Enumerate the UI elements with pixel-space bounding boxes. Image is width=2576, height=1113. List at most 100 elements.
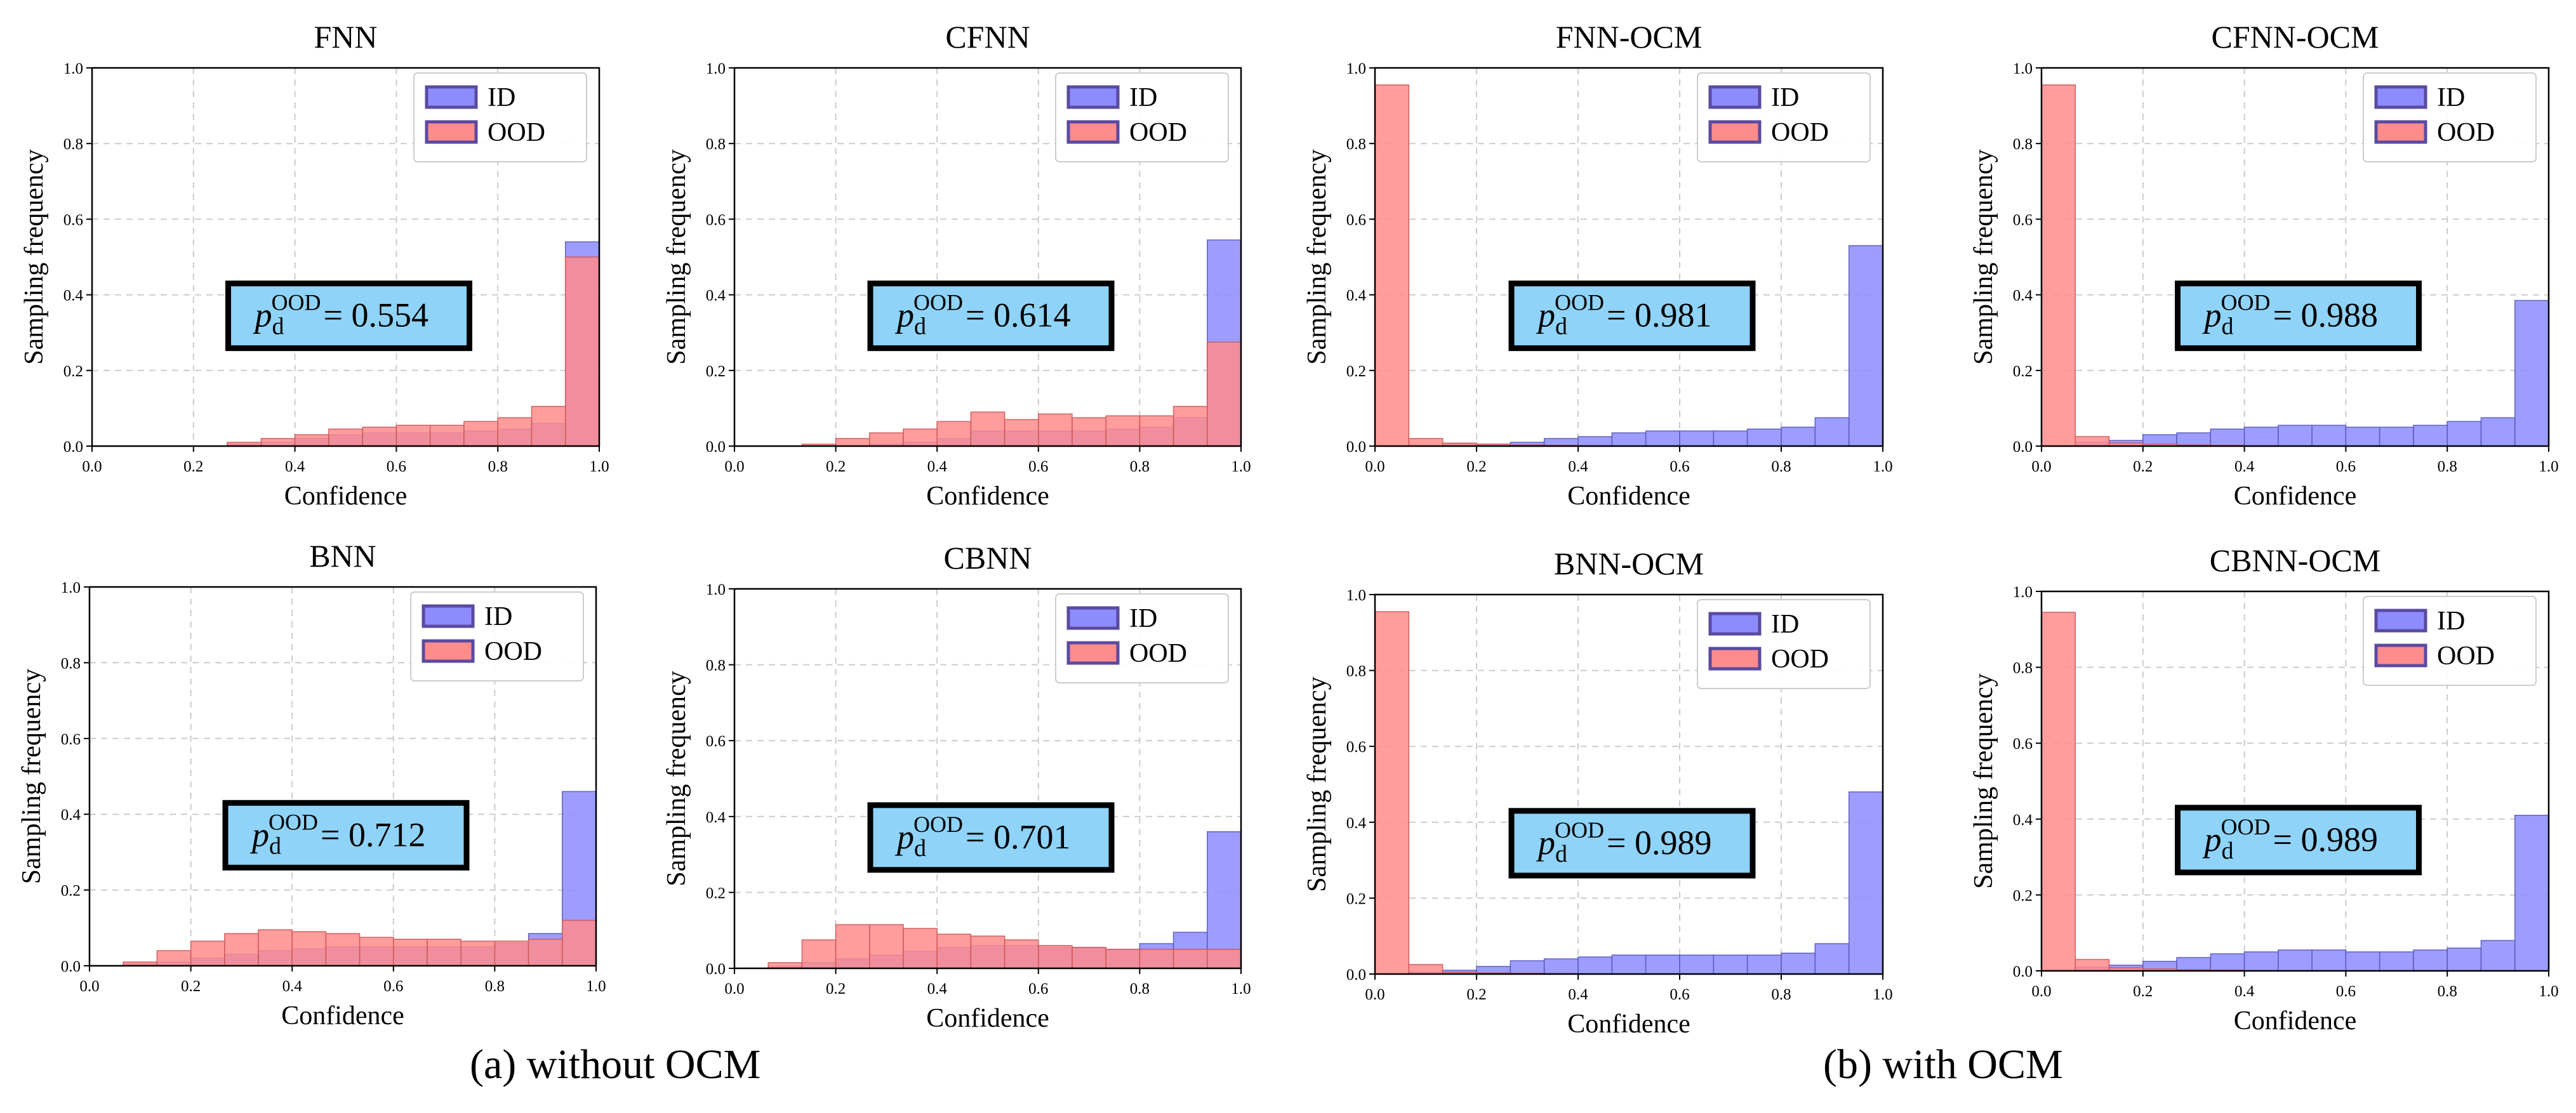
y-tick-label: 0.0 (1346, 438, 1366, 456)
x-tick-label: 0.0 (2031, 458, 2051, 475)
bar-id (2176, 432, 2212, 447)
metric-label: pdOOD= 0.988 (2202, 290, 2378, 340)
bar-id (1848, 791, 1883, 975)
legend-ood-label: OOD (484, 637, 542, 666)
legend-ood-label: OOD (1129, 118, 1187, 147)
bar-ood (1374, 611, 1410, 975)
y-tick-label: 1.0 (706, 581, 726, 598)
bar-ood (362, 426, 397, 447)
bar-ood (1207, 949, 1242, 969)
y-tick-label: 0.4 (1346, 815, 1367, 832)
y-axis-label: Sampling frequency (662, 149, 691, 364)
x-tick-label: 0.8 (1771, 986, 1791, 1003)
bar-ood (190, 940, 225, 966)
bar-ood (869, 432, 904, 447)
x-tick-label: 0.0 (1365, 458, 1384, 475)
y-tick-label: 0.8 (2013, 660, 2033, 677)
caption-with-ocm: (b) with OCM (1823, 1041, 2063, 1088)
bar-ood (869, 924, 904, 969)
legend-id-label: ID (2437, 607, 2465, 636)
x-axis-label: Confidence (284, 482, 408, 511)
bar-id (1645, 430, 1680, 447)
y-tick-label: 0.8 (706, 136, 726, 153)
x-tick-label: 0.6 (2336, 458, 2356, 475)
bar-id (2447, 421, 2482, 447)
x-tick-label: 0.0 (1365, 986, 1384, 1003)
y-tick-label: 0.6 (63, 211, 83, 228)
bar-id (1713, 954, 1748, 975)
bar-id (1543, 958, 1579, 975)
x-axis-label: Confidence (1567, 1010, 1690, 1039)
metric-box (2175, 805, 2422, 876)
legend-id-label: ID (1771, 83, 1799, 112)
legend-ood-label: OOD (2437, 118, 2495, 147)
y-axis-label: Sampling frequency (1303, 149, 1332, 364)
bar-ood (463, 421, 498, 447)
bar-ood (1038, 413, 1073, 447)
bar-ood (2075, 959, 2110, 971)
x-axis-label: Confidence (926, 482, 1049, 511)
bar-id (1679, 954, 1715, 975)
panel-bnn-ocm: 0.0 0.2 0.4 0.6 0.8 1.0 0.0 0.2 0.4 0.6 0.8 1.0 BNN-… (1303, 546, 1893, 1039)
x-tick-label: 1.0 (1231, 980, 1251, 998)
bar-id (2514, 300, 2549, 447)
bar-ood (427, 938, 461, 966)
metric-box (867, 802, 1115, 873)
x-tick-label: 0.8 (2438, 458, 2457, 475)
x-tick-label: 0.6 (387, 458, 406, 475)
bar-ood (1139, 949, 1174, 969)
bar-ood (224, 933, 259, 966)
bar-id (1611, 954, 1647, 975)
bar-id (2413, 425, 2448, 447)
y-axis-label: Sampling frequency (1969, 149, 1998, 364)
bar-id (2379, 951, 2414, 971)
y-tick-label: 0.8 (61, 655, 81, 672)
bar-ood (936, 421, 972, 447)
bar-id (2176, 957, 2212, 971)
legend-id-label: ID (1129, 604, 1157, 633)
bar-id (2480, 940, 2516, 971)
bar-id (1746, 954, 1782, 975)
bar-ood (325, 933, 361, 966)
x-tick-label: 0.4 (1568, 986, 1588, 1003)
x-tick-label: 1.0 (589, 458, 609, 475)
bar-ood (2075, 436, 2110, 447)
plot-frame (1374, 67, 1884, 447)
metric-label: pdOOD= 0.614 (894, 290, 1070, 340)
y-axis-label: Sampling frequency (17, 669, 46, 884)
bar-ood (903, 928, 938, 969)
bar-id (1577, 956, 1613, 975)
y-tick-label: 1.0 (1346, 587, 1366, 604)
y-tick-label: 0.6 (706, 733, 726, 750)
metric-label: pdOOD= 0.554 (253, 290, 428, 340)
metric-label: pdOOD= 0.989 (1536, 817, 1711, 867)
y-tick-label: 0.4 (61, 807, 81, 824)
bar-ood (2041, 84, 2076, 447)
metric-label: pdOOD= 0.981 (1536, 290, 1711, 340)
metric-box (867, 280, 1115, 352)
y-tick-label: 0.2 (706, 885, 726, 902)
y-tick-label: 0.2 (63, 363, 83, 380)
legend-ood-label: OOD (1129, 639, 1187, 668)
legend-ood-label: OOD (1771, 645, 1829, 674)
bar-ood (429, 425, 465, 447)
plot-frame (88, 586, 597, 967)
legend-id-swatch (1708, 612, 1762, 636)
bar-id (2311, 949, 2347, 971)
y-tick-label: 0.2 (61, 883, 81, 900)
y-tick-label: 0.8 (1346, 663, 1366, 680)
x-axis-label: Confidence (926, 1004, 1049, 1033)
x-tick-label: 0.8 (1130, 458, 1150, 475)
panel-fnn-ocm: 0.0 0.2 0.4 0.6 0.8 1.0 0.0 0.2 0.4 0.6 0.8 1.0 FNN-… (1303, 19, 1893, 511)
x-tick-label: 0.2 (183, 458, 203, 475)
chart-title: CFNN (945, 19, 1030, 55)
bar-id (2413, 949, 2448, 971)
chart-title: BNN (309, 538, 376, 574)
legend-ood-swatch (2374, 643, 2427, 668)
bar-ood (936, 933, 972, 969)
y-tick-label: 0.0 (61, 958, 81, 975)
y-tick-label: 0.8 (1346, 136, 1366, 153)
bar-ood (494, 940, 529, 966)
legend-id-swatch (2374, 609, 2427, 633)
x-tick-label: 1.0 (586, 978, 606, 995)
